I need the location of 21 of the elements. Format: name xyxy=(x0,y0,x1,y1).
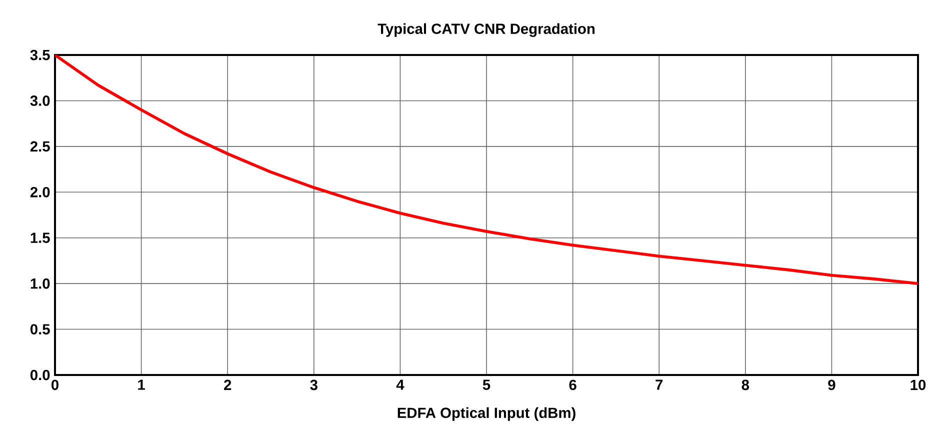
chart-title: Typical CATV CNR Degradation xyxy=(378,23,595,37)
x-tick-label: 4 xyxy=(396,380,404,390)
x-tick-label: 10 xyxy=(910,380,926,390)
y-tick-label: 0.5 xyxy=(30,324,50,334)
x-tick-label: 8 xyxy=(742,380,750,390)
y-tick-label: 3.0 xyxy=(30,96,50,106)
y-tick-label: 2.5 xyxy=(30,141,50,152)
x-tick-label: 5 xyxy=(482,380,490,390)
y-tick-label: 3.5 xyxy=(30,50,50,60)
y-tick-label: 2.0 xyxy=(30,186,50,198)
x-axis-title: EDFA Optical Input (dBm) xyxy=(398,407,576,421)
x-tick-label: 1 xyxy=(138,380,145,390)
y-tick-label: 1.0 xyxy=(30,278,50,289)
x-tick-label: 0 xyxy=(52,380,58,390)
y-tick-label: 0.0 xyxy=(30,370,50,380)
y-tick-label: 1.5 xyxy=(30,232,50,243)
x-tick-label: 9 xyxy=(828,380,836,390)
x-tick-label: 7 xyxy=(656,380,663,390)
x-tick-label: 2 xyxy=(224,380,232,390)
x-tick-label: 6 xyxy=(569,380,576,390)
x-tick-label: 3 xyxy=(310,380,318,390)
